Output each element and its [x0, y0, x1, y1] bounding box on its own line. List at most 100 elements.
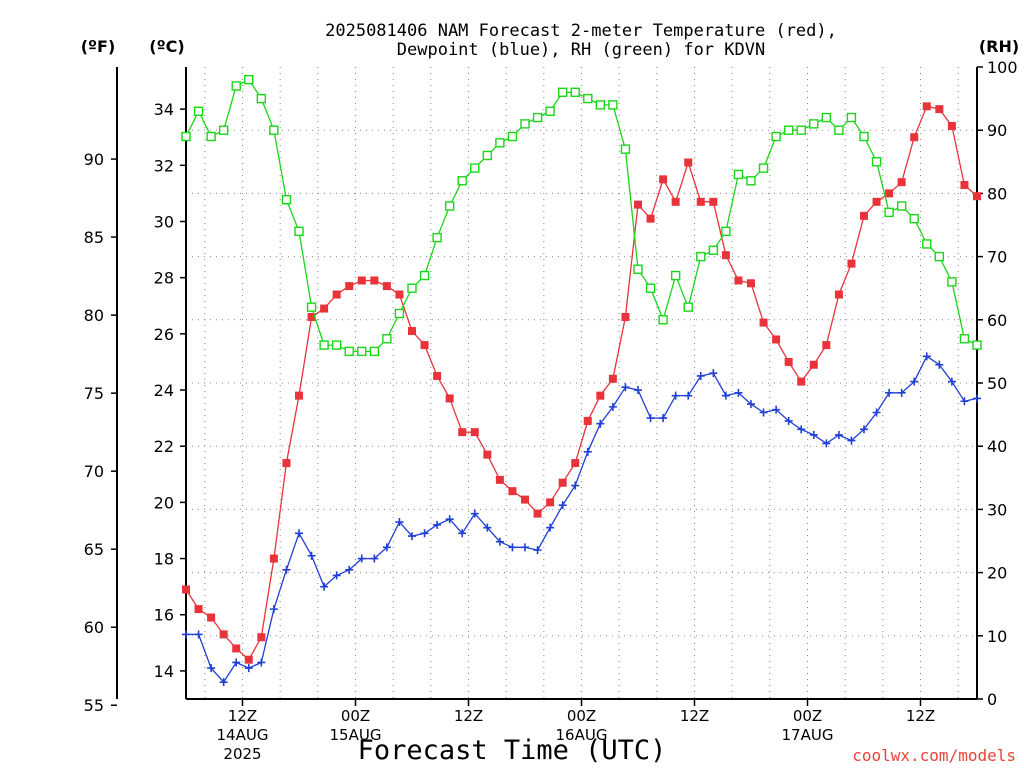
relative-humidity-point: [281, 195, 292, 205]
relative-humidity-point: [595, 100, 606, 110]
dewpoint-point: [772, 405, 781, 414]
temperature-point: [458, 428, 467, 437]
relative-humidity-point: [319, 340, 329, 350]
relative-humidity-point: [896, 201, 907, 211]
temperature-point: [244, 655, 253, 664]
celsius-tick-label: 20: [154, 493, 174, 512]
temperature-point: [621, 312, 630, 321]
dewpoint-point: [671, 391, 680, 400]
temperature-point: [495, 475, 504, 484]
chart-title-line2: Dewpoint (blue), RH (green) for KDVN: [397, 40, 765, 60]
relative-humidity-point: [846, 112, 857, 123]
fahrenheit-tick-label: 65: [84, 540, 104, 559]
dewpoint-point: [332, 571, 341, 580]
rh-tick-label: 90: [987, 121, 1007, 140]
rh-tick-label: 0: [987, 690, 997, 709]
temperature-point: [307, 312, 316, 321]
dewpoint-point: [922, 352, 931, 361]
temperature-point: [696, 197, 705, 206]
temperature-point: [684, 158, 693, 167]
dewpoint-point: [495, 537, 504, 546]
temperature-point: [320, 304, 329, 313]
time-tick-label: 00Z: [793, 707, 822, 725]
relative-humidity-point: [206, 131, 216, 142]
dewpoint-point: [797, 425, 806, 434]
dewpoint-point: [809, 430, 818, 439]
relative-humidity-point: [884, 207, 894, 218]
relative-humidity-point: [696, 251, 706, 262]
relative-humidity-point: [633, 264, 643, 274]
temperature-point: [194, 605, 203, 614]
credit-text[interactable]: coolwx.com/models: [852, 746, 1016, 765]
dewpoint-point: [408, 532, 416, 541]
relative-humidity-point: [783, 125, 794, 135]
time-tick-label: 2025: [223, 745, 261, 763]
temperature-point: [295, 391, 303, 400]
fahrenheit-tick-label: 60: [84, 618, 104, 637]
temperature-point: [922, 102, 931, 111]
rh-tick-label: 70: [987, 248, 1007, 267]
relative-humidity-point: [658, 315, 668, 325]
temperature-point: [772, 335, 781, 344]
temperature-point: [508, 487, 517, 496]
relative-humidity-point: [256, 93, 267, 104]
relative-humidity-point: [809, 119, 819, 129]
relative-humidity-point: [683, 302, 693, 312]
fahrenheit-axis: 55 60 65 70 75 80 85 90: [84, 150, 117, 715]
rh-tick-label: 30: [987, 500, 1007, 519]
celsius-tick-label: 16: [154, 606, 174, 625]
rh-tick-label: 100: [987, 58, 1018, 77]
relative-humidity-point: [645, 283, 656, 293]
temperature-point: [207, 613, 216, 622]
rh-tick-label: 60: [987, 311, 1007, 330]
dewpoint-point: [897, 388, 906, 397]
temperature-point: [382, 282, 391, 291]
celsius-tick-label: 30: [154, 212, 174, 231]
rh-tick-label: 10: [987, 627, 1007, 646]
relative-humidity-point: [532, 112, 543, 123]
relative-humidity-point: [507, 131, 518, 142]
temperature-point: [546, 498, 555, 507]
temperature-point: [784, 357, 793, 366]
dewpoint-point: [357, 554, 366, 563]
dewpoint-point: [320, 582, 329, 591]
temperature-point: [521, 495, 529, 504]
temperature-point: [370, 276, 379, 285]
celsius-tick-label: 28: [154, 269, 174, 288]
dewpoint-point: [872, 408, 881, 417]
temperature-point: [634, 200, 642, 209]
time-tick-label: 14AUG: [217, 726, 269, 744]
relative-humidity-point: [394, 308, 405, 319]
temperature-point: [445, 394, 454, 403]
dewpoint-point: [721, 391, 730, 400]
celsius-tick-label: 32: [154, 156, 174, 175]
relative-humidity-point: [821, 112, 832, 123]
relative-humidity-point: [331, 340, 342, 350]
relative-humidity-point: [947, 277, 957, 287]
relative-humidity-point: [482, 150, 493, 161]
relative-humidity-point: [758, 163, 769, 173]
temperature-point: [571, 459, 580, 468]
temperature-point: [747, 279, 755, 288]
dewpoint-point: [709, 369, 718, 378]
time-tick-label: 17AUG: [782, 726, 834, 744]
dewpoint-point: [182, 630, 190, 639]
temperature-point: [408, 327, 416, 336]
dewpoint-point: [483, 523, 492, 532]
temperature-point: [935, 105, 944, 114]
temperature-point: [232, 644, 241, 653]
rh-axis: 0 10 20 30 40 50 60 70 80 90 100: [977, 58, 1018, 709]
relative-humidity-point: [432, 232, 442, 243]
dewpoint-point: [295, 529, 303, 538]
dewpoint-point: [784, 416, 793, 425]
relative-humidity-point: [922, 239, 932, 249]
celsius-unit-label: (ºC): [149, 37, 184, 56]
relative-humidity-line: [185, 78, 978, 353]
dewpoint-point: [734, 388, 743, 397]
temperature-point: [960, 180, 969, 189]
dewpoint-point: [621, 383, 630, 392]
temperature-point: [860, 211, 868, 220]
temperature-point: [885, 189, 894, 198]
temperature-point: [596, 391, 605, 400]
